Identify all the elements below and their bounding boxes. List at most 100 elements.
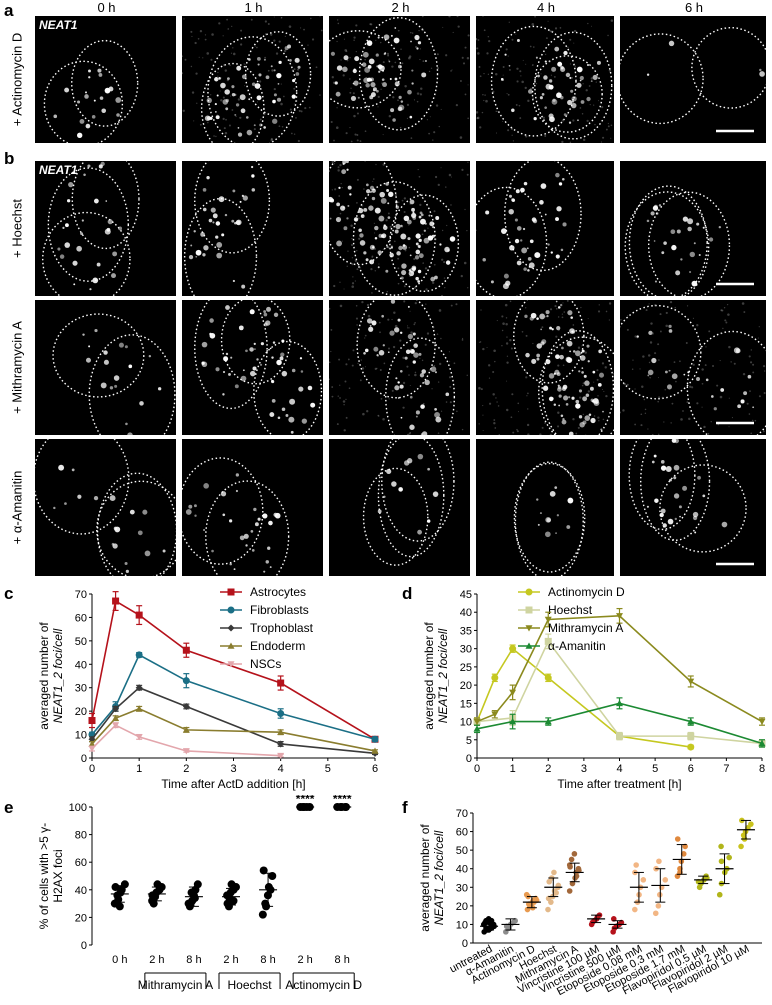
data-point	[115, 902, 124, 911]
background-speckle	[195, 72, 198, 75]
background-speckle	[748, 413, 751, 415]
focus-spot	[374, 207, 381, 214]
focus-spot	[391, 481, 397, 487]
focus-spot	[190, 244, 193, 247]
gene-label: NEAT1	[39, 18, 78, 32]
background-speckle	[408, 224, 410, 226]
focus-spot	[482, 258, 486, 262]
focus-spot	[420, 218, 426, 225]
background-speckle	[579, 396, 582, 399]
data-point	[182, 646, 190, 654]
y-axis-label: H2AX foci	[51, 849, 65, 902]
panel-b-label: b	[4, 149, 15, 168]
background-speckle	[341, 186, 343, 189]
background-speckle	[663, 421, 665, 423]
background-speckle	[452, 31, 454, 33]
focus-spot	[427, 235, 434, 241]
background-speckle	[363, 188, 365, 190]
focus-spot	[365, 83, 370, 88]
background-speckle	[752, 371, 755, 374]
background-speckle	[319, 16, 321, 18]
focus-spot	[395, 205, 400, 209]
background-speckle	[531, 64, 534, 66]
background-speckle	[393, 311, 396, 314]
focus-spot	[586, 63, 590, 67]
focus-spot	[536, 317, 539, 320]
background-speckle	[450, 204, 452, 206]
focus-spot	[269, 566, 272, 569]
focus-spot	[260, 363, 263, 366]
data-point	[258, 910, 267, 919]
focus-spot	[220, 491, 227, 497]
focus-spot	[534, 252, 541, 259]
background-speckle	[483, 99, 485, 102]
background-speckle	[374, 270, 377, 272]
series-line	[476, 639, 763, 745]
focus-spot	[394, 77, 398, 81]
focus-spot	[393, 37, 400, 44]
nucleus-outline	[377, 439, 445, 558]
significance-label: ****	[333, 795, 352, 806]
background-speckle	[361, 300, 364, 304]
time-label: 0 h	[97, 0, 116, 15]
micrograph-r3-c4	[620, 439, 766, 576]
y-tick-label: 70	[75, 589, 87, 601]
background-speckle	[244, 63, 246, 65]
focus-spot	[720, 388, 725, 392]
background-speckle	[521, 80, 524, 84]
focus-spot	[85, 123, 91, 129]
background-speckle	[446, 224, 448, 227]
background-speckle	[255, 135, 258, 137]
focus-spot	[249, 370, 256, 377]
background-speckle	[256, 46, 258, 49]
focus-spot	[366, 189, 371, 194]
focus-spot	[521, 247, 528, 254]
background-speckle	[516, 428, 518, 431]
background-speckle	[280, 17, 282, 19]
focus-spot	[251, 188, 256, 192]
background-speckle	[433, 131, 436, 134]
focus-spot	[435, 416, 442, 423]
background-speckle	[593, 104, 595, 106]
data-point	[227, 661, 235, 668]
focus-spot	[665, 370, 668, 374]
background-speckle	[601, 388, 603, 390]
background-speckle	[502, 322, 505, 325]
background-speckle	[561, 140, 564, 143]
background-speckle	[459, 136, 463, 139]
focus-spot	[258, 73, 262, 77]
focus-spot	[586, 96, 591, 102]
focus-spot	[759, 71, 765, 77]
focus-spot	[231, 92, 236, 97]
group-label: Hoechst	[228, 978, 273, 992]
focus-spot	[85, 91, 87, 94]
background-speckle	[505, 323, 508, 326]
focus-spot	[554, 486, 558, 489]
focus-spot	[543, 75, 548, 80]
background-speckle	[408, 271, 412, 275]
micrograph-r2-c2	[329, 300, 470, 435]
background-speckle	[232, 47, 234, 49]
focus-spot	[540, 183, 547, 189]
focus-spot	[280, 352, 285, 357]
focus-spot	[129, 509, 135, 515]
focus-spot	[570, 89, 574, 93]
background-speckle	[331, 189, 333, 191]
focus-spot	[568, 121, 572, 124]
focus-spot	[562, 384, 568, 390]
focus-spot	[556, 92, 562, 99]
focus-spot	[392, 118, 396, 122]
background-speckle	[600, 141, 603, 143]
background-speckle	[517, 402, 520, 405]
focus-spot	[551, 99, 558, 105]
focus-spot	[310, 402, 316, 408]
focus-spot	[565, 403, 569, 406]
focus-spot	[590, 417, 596, 424]
background-speckle	[373, 178, 375, 180]
background-speckle	[440, 337, 442, 340]
background-speckle	[502, 74, 504, 76]
background-speckle	[406, 117, 409, 120]
focus-spot	[409, 199, 415, 205]
background-speckle	[651, 332, 654, 335]
background-speckle	[339, 163, 342, 167]
